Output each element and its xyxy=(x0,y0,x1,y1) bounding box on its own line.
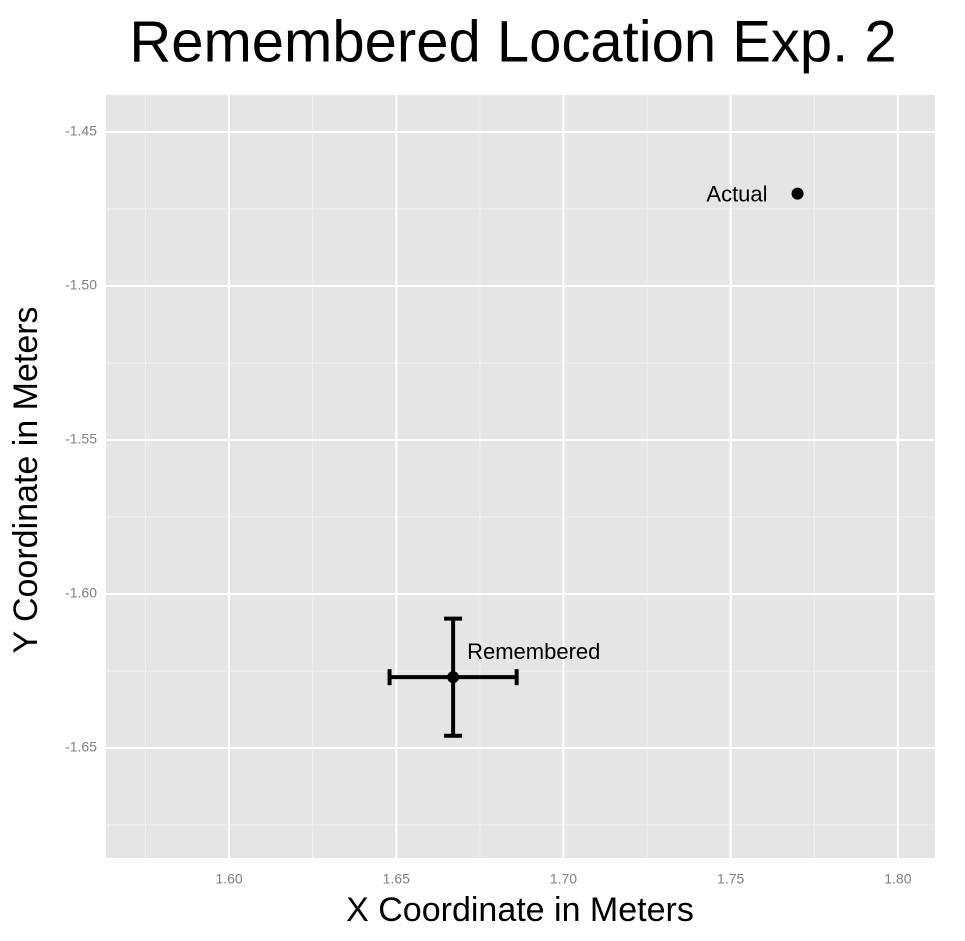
point xyxy=(447,671,460,684)
chart-title: Remembered Location Exp. 2 xyxy=(129,9,896,74)
point-label: Actual xyxy=(706,181,767,206)
x-axis-label: X Coordinate in Meters xyxy=(346,891,694,929)
y-tick-label: -1.65 xyxy=(65,739,97,755)
x-tick-label: 1.65 xyxy=(383,871,410,887)
y-tick-label: -1.55 xyxy=(65,431,97,447)
x-tick-label: 1.80 xyxy=(884,871,911,887)
x-tick-label: 1.75 xyxy=(717,871,744,887)
x-tick-label: 1.60 xyxy=(215,871,242,887)
y-axis-label: Y Coordinate in Meters xyxy=(7,306,45,653)
y-tick-label: -1.60 xyxy=(65,585,97,601)
x-tick-label: 1.70 xyxy=(550,871,577,887)
plot-panel xyxy=(106,95,935,858)
y-tick-label: -1.45 xyxy=(65,123,97,139)
point xyxy=(791,187,804,200)
y-tick-label: -1.50 xyxy=(65,277,97,293)
point-label: Remembered xyxy=(467,639,600,664)
